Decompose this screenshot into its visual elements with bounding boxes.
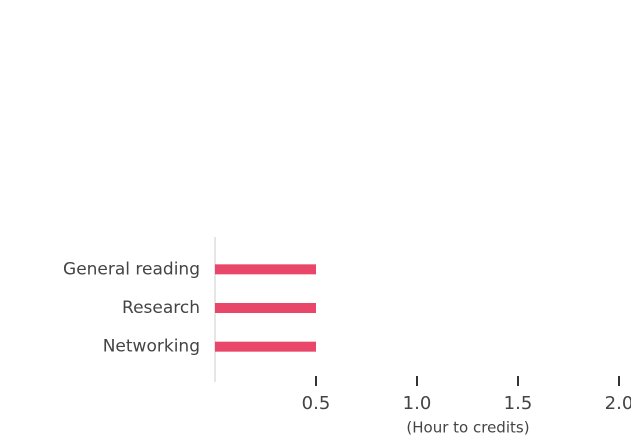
x-tick-label: 1.0	[403, 393, 432, 414]
x-axis-title: (Hour to credits)	[406, 419, 529, 437]
y-tick-label: Research	[122, 298, 200, 318]
bar	[215, 264, 316, 275]
x-tick-label: 0.5	[302, 393, 331, 414]
y-tick-label: Networking	[103, 337, 200, 357]
bar	[215, 303, 316, 313]
x-tick-label: 2.0	[605, 393, 631, 414]
bar	[215, 341, 316, 352]
y-tick-label: General reading	[63, 259, 200, 279]
x-tick-label: 1.5	[504, 393, 533, 414]
